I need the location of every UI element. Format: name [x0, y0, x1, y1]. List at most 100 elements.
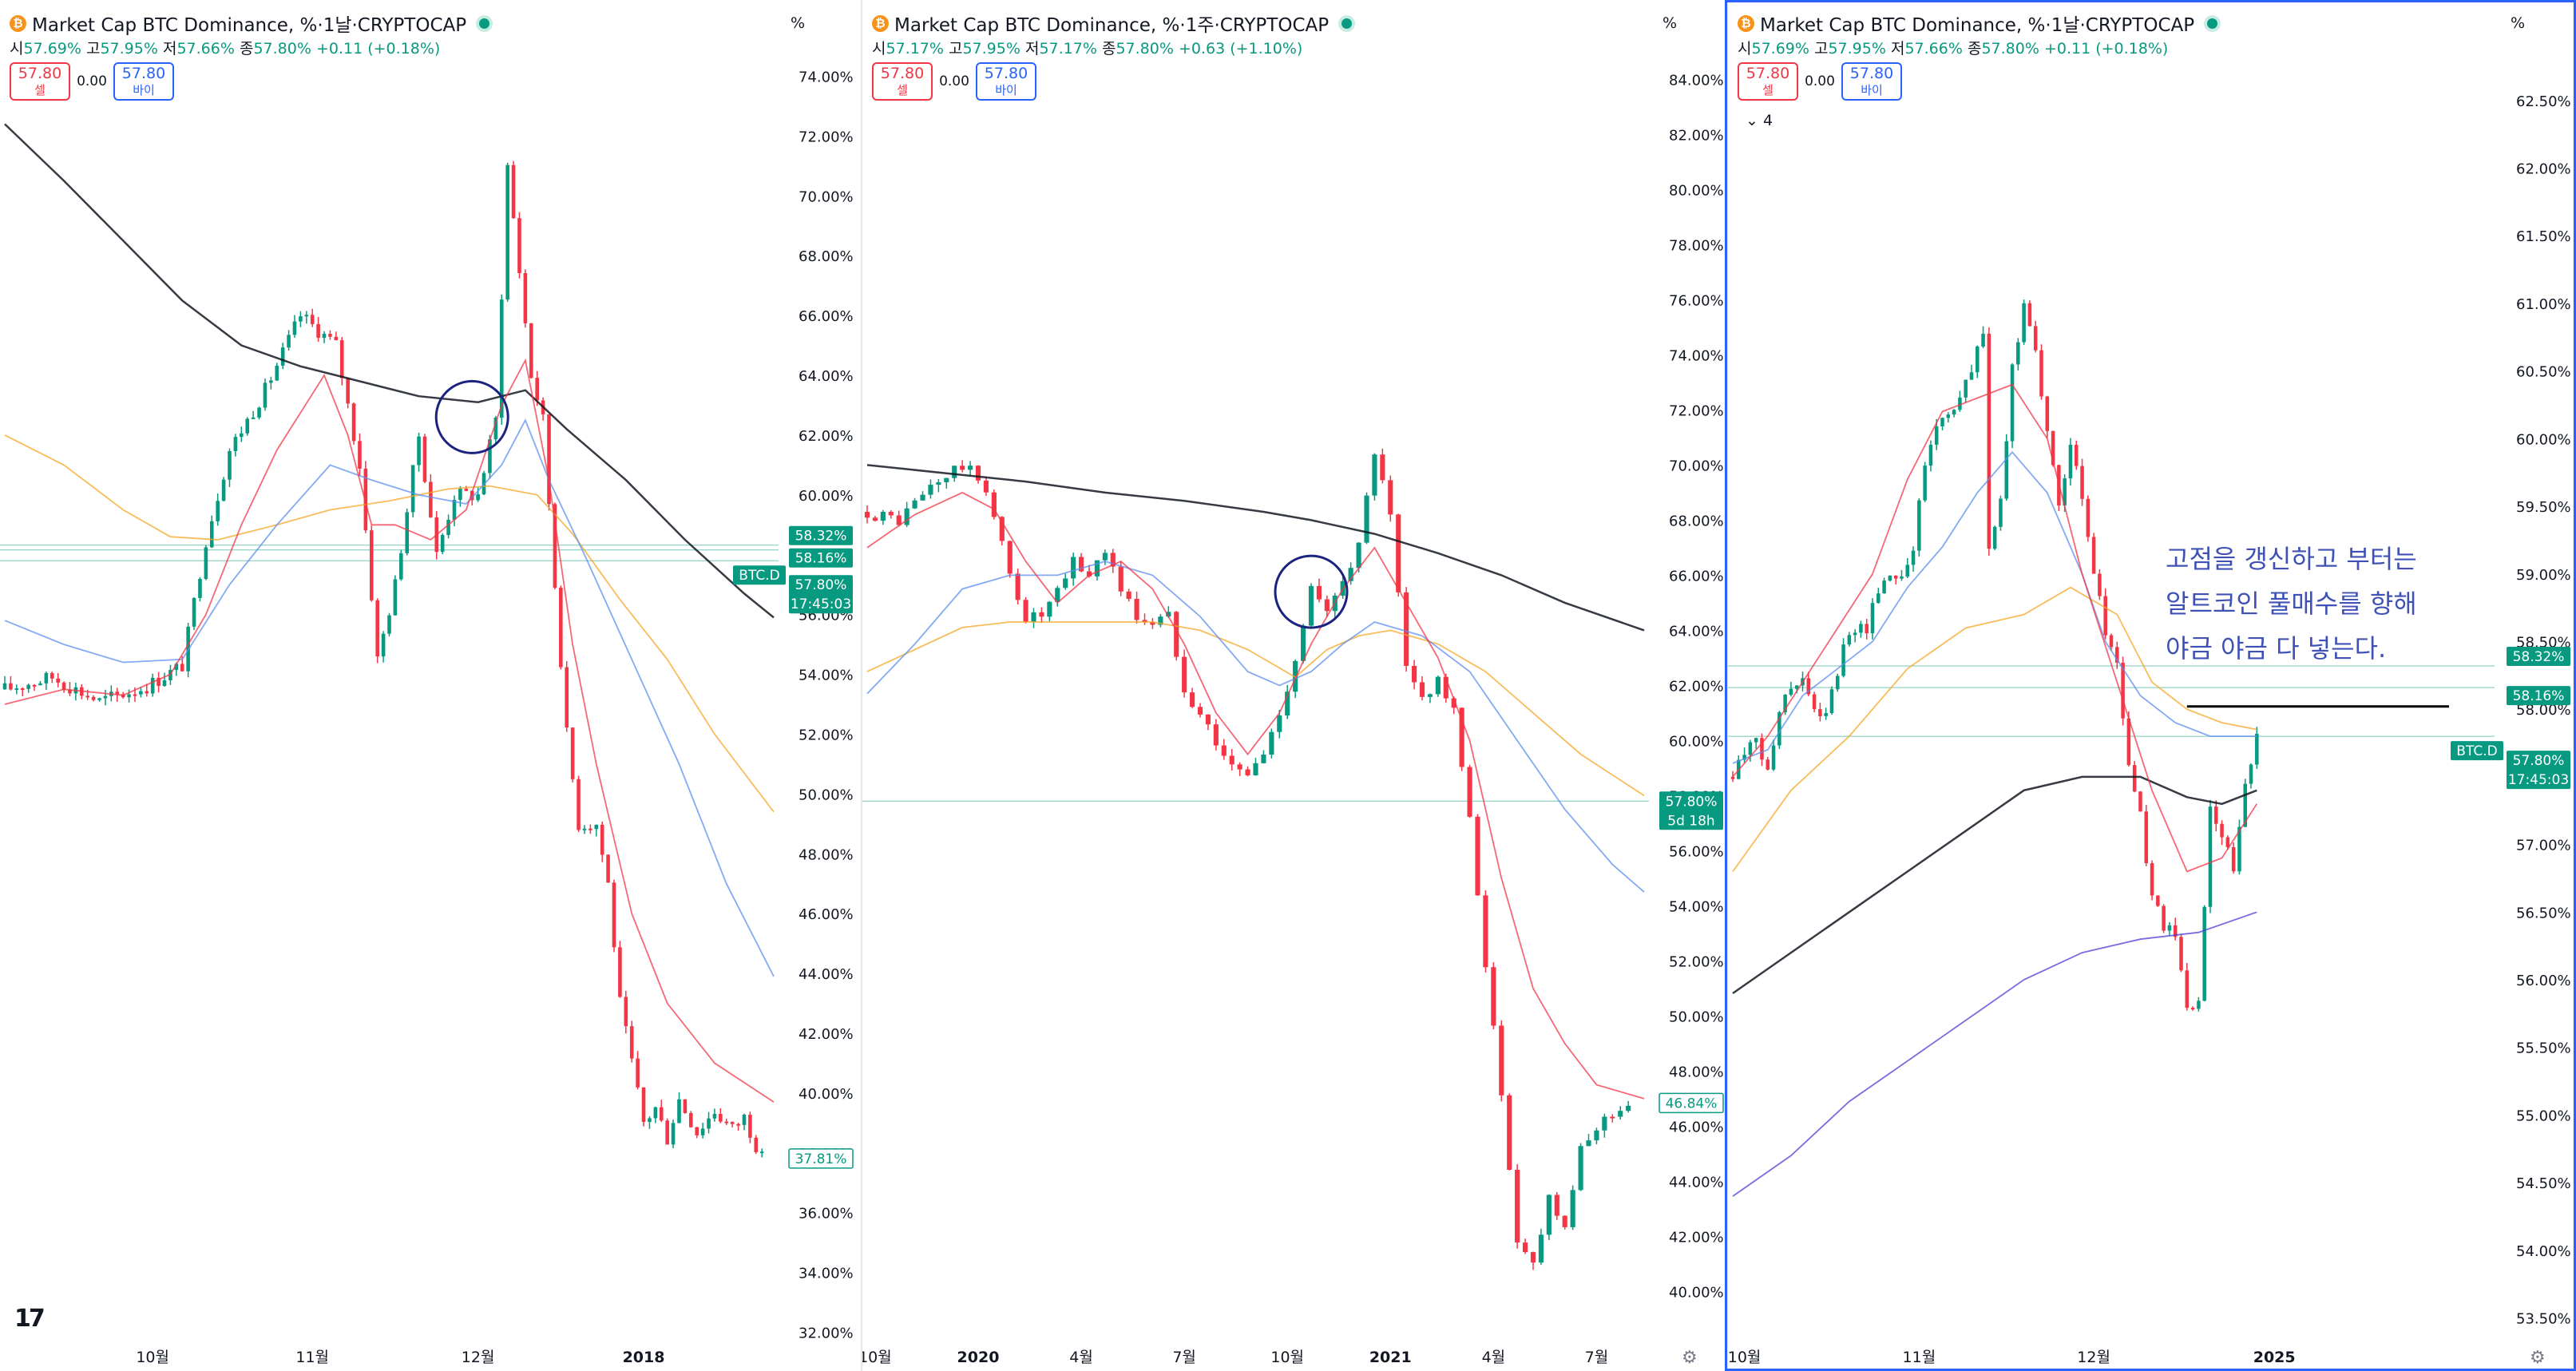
candle-body [304, 315, 309, 317]
candle-body [375, 600, 379, 657]
x-axis-tick-label: 2020 [957, 1349, 1000, 1366]
candle-body [1078, 557, 1084, 572]
moving-average-line [1732, 450, 2257, 764]
indicator-collapse-toggle[interactable]: ⌄ 4 [1746, 112, 1773, 129]
buy-button[interactable]: 57.80 바이 [1841, 62, 1902, 101]
candle-body [2225, 837, 2230, 848]
candle-body [936, 481, 941, 485]
x-axis-tick-label: 11월 [1903, 1349, 1936, 1366]
symbol-header[interactable]: ₿ Market Cap BTC Dominance, %·1날·CRYPTOCA… [1738, 10, 2218, 37]
panel-separator[interactable] [861, 0, 862, 1371]
price-badge [2507, 686, 2570, 706]
price-badge-label: 58.16% [2513, 688, 2565, 704]
sell-button[interactable]: 57.80 셀 [10, 62, 70, 101]
price-scale-unit[interactable]: % [791, 14, 806, 32]
y-axis-tick-label: 70.00% [1669, 458, 1724, 474]
buy-button[interactable]: 57.80 바이 [113, 62, 174, 101]
price-badge-label: 17:45:03 [2508, 772, 2569, 788]
candle-body [470, 490, 474, 501]
candle-body [1515, 1169, 1520, 1243]
candle-body [1047, 601, 1052, 617]
symbol-title[interactable]: Market Cap BTC Dominance, %·1주·CRYPTOCAP [894, 15, 1330, 36]
candle-body [1213, 724, 1219, 746]
candle-body [872, 517, 878, 521]
candle-body [606, 854, 610, 883]
candle-body [1023, 600, 1028, 622]
symbol-header[interactable]: ₿ Market Cap BTC Dominance, %·1날·CRYPTOCA… [10, 10, 490, 37]
x-axis-tick-label: 7월 [1172, 1349, 1196, 1366]
candle-body [393, 579, 398, 616]
candle-body [2045, 396, 2050, 431]
price-badge-label: 46.84% [1666, 1096, 1718, 1111]
candle-body [162, 680, 167, 687]
x-axis-tick-label: 2025 [2253, 1349, 2296, 1366]
buy-button[interactable]: 57.80 바이 [976, 62, 1036, 101]
symbol-title[interactable]: Market Cap BTC Dominance, %·1날·CRYPTOCAP [32, 15, 467, 36]
candle-body [1783, 695, 1787, 713]
price-scale-unit[interactable]: % [2511, 14, 2526, 32]
ohlc-low: 57.17% [1039, 40, 1097, 57]
candle-body [570, 727, 575, 779]
sell-button[interactable]: 57.80 셀 [872, 62, 933, 101]
chart-panel-weekly-2020[interactable]: 84.00% 82.00% 80.00% 78.00% 76.00% 74.00% 72.0… [862, 0, 1726, 1371]
candle-body [2249, 764, 2253, 784]
chart-canvas[interactable]: 74.00% 72.00% 70.00% 68.00% 66.00% 64.00% 62.0… [0, 0, 861, 1371]
candle-body [2, 683, 7, 690]
ohlc-legend: 시57.69% 고57.95% 저57.66% 종57.80% +0.11 (+… [1738, 40, 2169, 57]
candle-body [1964, 379, 1968, 398]
x-axis-tick-label: 12월 [2077, 1349, 2110, 1366]
x-axis-tick-label: 4월 [1482, 1349, 1506, 1366]
candle-body [2144, 811, 2149, 864]
candle-body [2080, 466, 2084, 499]
candle-body [1007, 541, 1013, 574]
candle-body [975, 466, 981, 481]
chart-settings-gear-icon[interactable]: ⚙ [2530, 1348, 2546, 1368]
x-axis-tick-label: 4월 [1069, 1349, 1093, 1366]
symbol-title[interactable]: Market Cap BTC Dominance, %·1날·CRYPTOCAP [1760, 15, 2195, 36]
ohlc-close: 57.80% [1981, 40, 2039, 57]
sell-button[interactable]: 57.80 셀 [1738, 62, 1798, 101]
price-badge [2507, 646, 2570, 666]
y-axis-tick-label: 46.00% [1669, 1119, 1724, 1135]
candle-body [624, 997, 628, 1027]
chart-canvas[interactable]: 84.00% 82.00% 80.00% 78.00% 76.00% 74.00% 72.0… [862, 0, 1726, 1371]
candle-body [1300, 625, 1306, 661]
y-axis-tick-label: 68.00% [1669, 513, 1724, 529]
annotation-text[interactable]: 고점을 갱신하고 부터는 알트코인 풀매수를 향해 야금 야금 다 넣는다. [2166, 544, 2417, 664]
y-axis-tick-label: 62.00% [2516, 160, 2571, 177]
candle-body [180, 664, 184, 672]
candle-body [2063, 478, 2067, 506]
price-badge [2507, 751, 2570, 790]
price-scale-unit[interactable]: % [1663, 14, 1678, 32]
x-axis-tick-label: 12월 [462, 1349, 495, 1366]
candle-body [363, 468, 368, 531]
candle-body [1928, 444, 1933, 466]
y-axis-tick-label: 42.00% [1669, 1229, 1724, 1246]
candle-body [1110, 553, 1116, 567]
candle-body [864, 512, 870, 518]
y-axis-tick-label: 64.00% [1669, 623, 1724, 640]
candle-body [1229, 755, 1234, 765]
candle-body [1538, 1234, 1544, 1263]
chart-canvas[interactable]: 62.50% 62.00% 61.50% 61.00% 60.50% 60.00% 59.5… [1728, 0, 2576, 1371]
candle-body [1419, 682, 1425, 697]
candle-body [275, 365, 279, 381]
y-axis-tick-label: 57.00% [2516, 838, 2571, 854]
panel-separator[interactable] [1726, 0, 1728, 1371]
y-axis-tick-label: 72.00% [1669, 402, 1724, 419]
candle-body [529, 323, 533, 378]
chart-panel-daily-2017[interactable]: 74.00% 72.00% 70.00% 68.00% 66.00% 64.00% 62.0… [0, 0, 861, 1371]
y-axis-tick-label: 42.00% [799, 1026, 854, 1043]
y-axis-tick-label: 60.00% [1669, 733, 1724, 750]
candle-body [1522, 1242, 1528, 1253]
tradingview-logo-icon[interactable]: 17 [14, 1305, 46, 1333]
y-axis-tick-label: 54.50% [2516, 1175, 2571, 1192]
market-open-icon [2207, 18, 2218, 29]
candle-body [1853, 632, 1857, 636]
y-axis-tick-label: 56.00% [1669, 843, 1724, 860]
symbol-header[interactable]: ₿ Market Cap BTC Dominance, %·1주·CRYPTOCA… [872, 10, 1353, 37]
candle-body [952, 466, 957, 478]
candle-body [653, 1107, 658, 1119]
chart-panel-daily-2024[interactable]: 62.50% 62.00% 61.50% 61.00% 60.50% 60.00% 59.5… [1728, 0, 2576, 1371]
chart-settings-gear-icon[interactable]: ⚙ [1682, 1348, 1698, 1368]
